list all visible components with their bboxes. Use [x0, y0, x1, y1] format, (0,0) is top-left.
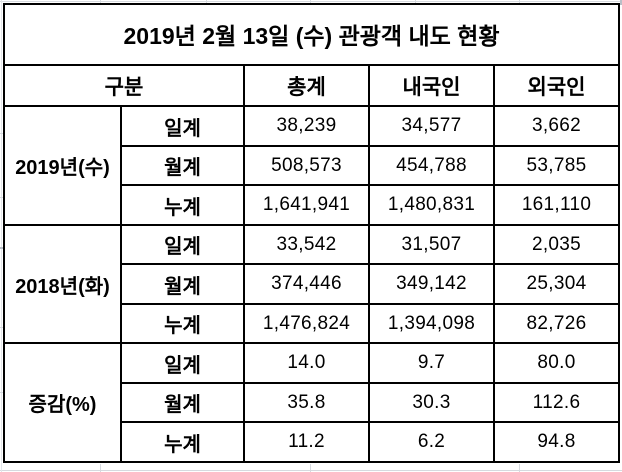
value-domestic: 349,142 — [368, 263, 495, 305]
gridline-col-stub — [519, 0, 520, 4]
value-domestic: 6.2 — [368, 421, 495, 463]
gridline-left-vertical — [1, 0, 2, 472]
table-row: 월계 374,446 349,142 25,304 — [4, 263, 620, 305]
gridline-col-stub — [310, 464, 311, 472]
table-row: 누계 1,476,824 1,394,098 82,726 — [4, 302, 620, 345]
header-total: 총계 — [243, 63, 370, 108]
header-category: 구분 — [3, 63, 245, 108]
value-total: 1,641,941 — [243, 184, 370, 226]
row-label: 일계 — [120, 105, 245, 147]
gridline-row-stub — [0, 197, 4, 198]
row-label: 월계 — [120, 263, 245, 305]
value-foreign: 94.8 — [493, 421, 620, 463]
value-foreign: 82,726 — [493, 302, 620, 345]
gridline-col-stub — [415, 0, 416, 4]
gridline-col-stub — [100, 464, 101, 472]
value-total: 14.0 — [243, 342, 370, 384]
header-domestic: 내국인 — [368, 63, 495, 108]
value-total: 33,542 — [243, 223, 370, 266]
gridline-row-stub — [0, 327, 4, 328]
header-foreign: 외국인 — [493, 63, 620, 108]
row-label: 월계 — [120, 144, 245, 187]
table-row: 2018년(화) 일계 33,542 31,507 2,035 — [3, 223, 620, 345]
table-row: 누계 11.2 6.2 94.8 — [4, 421, 620, 463]
value-domestic: 454,788 — [368, 144, 495, 187]
value-domestic: 9.7 — [368, 342, 495, 384]
table-title: 2019년 2월 13일 (수) 관광객 내도 현황 — [3, 3, 620, 66]
gridline-col-stub — [206, 0, 207, 4]
row-label: 누계 — [120, 421, 245, 463]
gridline-col-stub — [519, 464, 520, 472]
value-foreign: 161,110 — [493, 184, 620, 226]
value-foreign: 112.6 — [493, 381, 620, 424]
table-row: 누계 1,641,941 1,480,831 161,110 — [4, 184, 620, 226]
value-domestic: 1,394,098 — [368, 302, 495, 345]
gridline-col-stub — [100, 0, 101, 4]
group-label: 증감(%) — [3, 342, 122, 463]
value-foreign: 25,304 — [493, 263, 620, 305]
table-row: 월계 508,573 454,788 53,785 — [4, 144, 620, 187]
value-domestic: 1,480,831 — [368, 184, 495, 226]
gridline-col-stub — [310, 0, 311, 4]
value-total: 35.8 — [243, 381, 370, 424]
group-label: 2018년(화) — [3, 223, 122, 345]
row-label: 월계 — [120, 381, 245, 424]
value-domestic: 31,507 — [368, 223, 495, 266]
gridline-col-stub — [620, 0, 622, 5]
row-label: 일계 — [120, 342, 245, 384]
table-row: 2019년(수) 일계 38,239 34,577 3,662 — [3, 105, 620, 226]
value-foreign: 3,662 — [493, 105, 620, 147]
group-label: 2019년(수) — [3, 105, 122, 226]
gridline-row-stub — [0, 247, 4, 249]
table-row: 증감(%) 일계 14.0 9.7 80.0 — [3, 342, 620, 463]
row-label: 누계 — [120, 302, 245, 345]
value-foreign: 2,035 — [493, 223, 620, 266]
value-total: 508,573 — [243, 144, 370, 187]
table-row: 월계 35.8 30.3 112.6 — [4, 381, 620, 424]
gridline-row-stub — [0, 392, 4, 393]
value-total: 11.2 — [243, 421, 370, 463]
value-foreign: 53,785 — [493, 144, 620, 187]
gridline-row-stub — [0, 133, 4, 134]
value-total: 38,239 — [243, 105, 370, 147]
gridline-top-horizontal — [0, 1, 622, 2]
value-total: 374,446 — [243, 263, 370, 305]
value-domestic: 30.3 — [368, 381, 495, 424]
tourist-arrivals-table: 2019년 2월 13일 (수) 관광객 내도 현황 구분 총계 내국인 외국인… — [3, 3, 620, 463]
row-label: 일계 — [120, 223, 245, 266]
gridline-bottom-horizontal — [0, 470, 622, 471]
value-domestic: 34,577 — [368, 105, 495, 147]
value-total: 1,476,824 — [243, 302, 370, 345]
row-label: 누계 — [120, 184, 245, 226]
value-foreign: 80.0 — [493, 342, 620, 384]
